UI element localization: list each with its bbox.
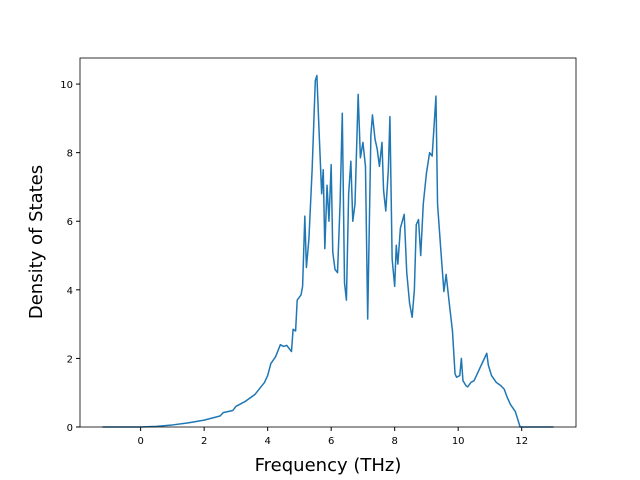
y-tick-label: 0 bbox=[67, 423, 73, 434]
plot-frame bbox=[79, 57, 577, 428]
x-tick-label: 6 bbox=[328, 436, 334, 447]
x-tick-label: 10 bbox=[452, 436, 465, 447]
line bbox=[102, 74, 554, 428]
x-tick-label: 0 bbox=[137, 436, 143, 447]
x-tick-label: 8 bbox=[391, 436, 397, 447]
y-tick-label: 4 bbox=[67, 286, 73, 297]
y-axis-label: Density of States bbox=[26, 165, 47, 319]
x-axis-label: Frequency (THz) bbox=[255, 455, 402, 476]
y-tick-label: 6 bbox=[67, 217, 73, 228]
x-tick-label: 12 bbox=[515, 436, 528, 447]
x-tick-label: 2 bbox=[201, 436, 207, 447]
y-tick-label: 2 bbox=[67, 354, 73, 365]
y-tick-label: 10 bbox=[60, 80, 73, 91]
y-tick-label: 8 bbox=[67, 149, 73, 160]
x-tick-label: 4 bbox=[264, 436, 270, 447]
